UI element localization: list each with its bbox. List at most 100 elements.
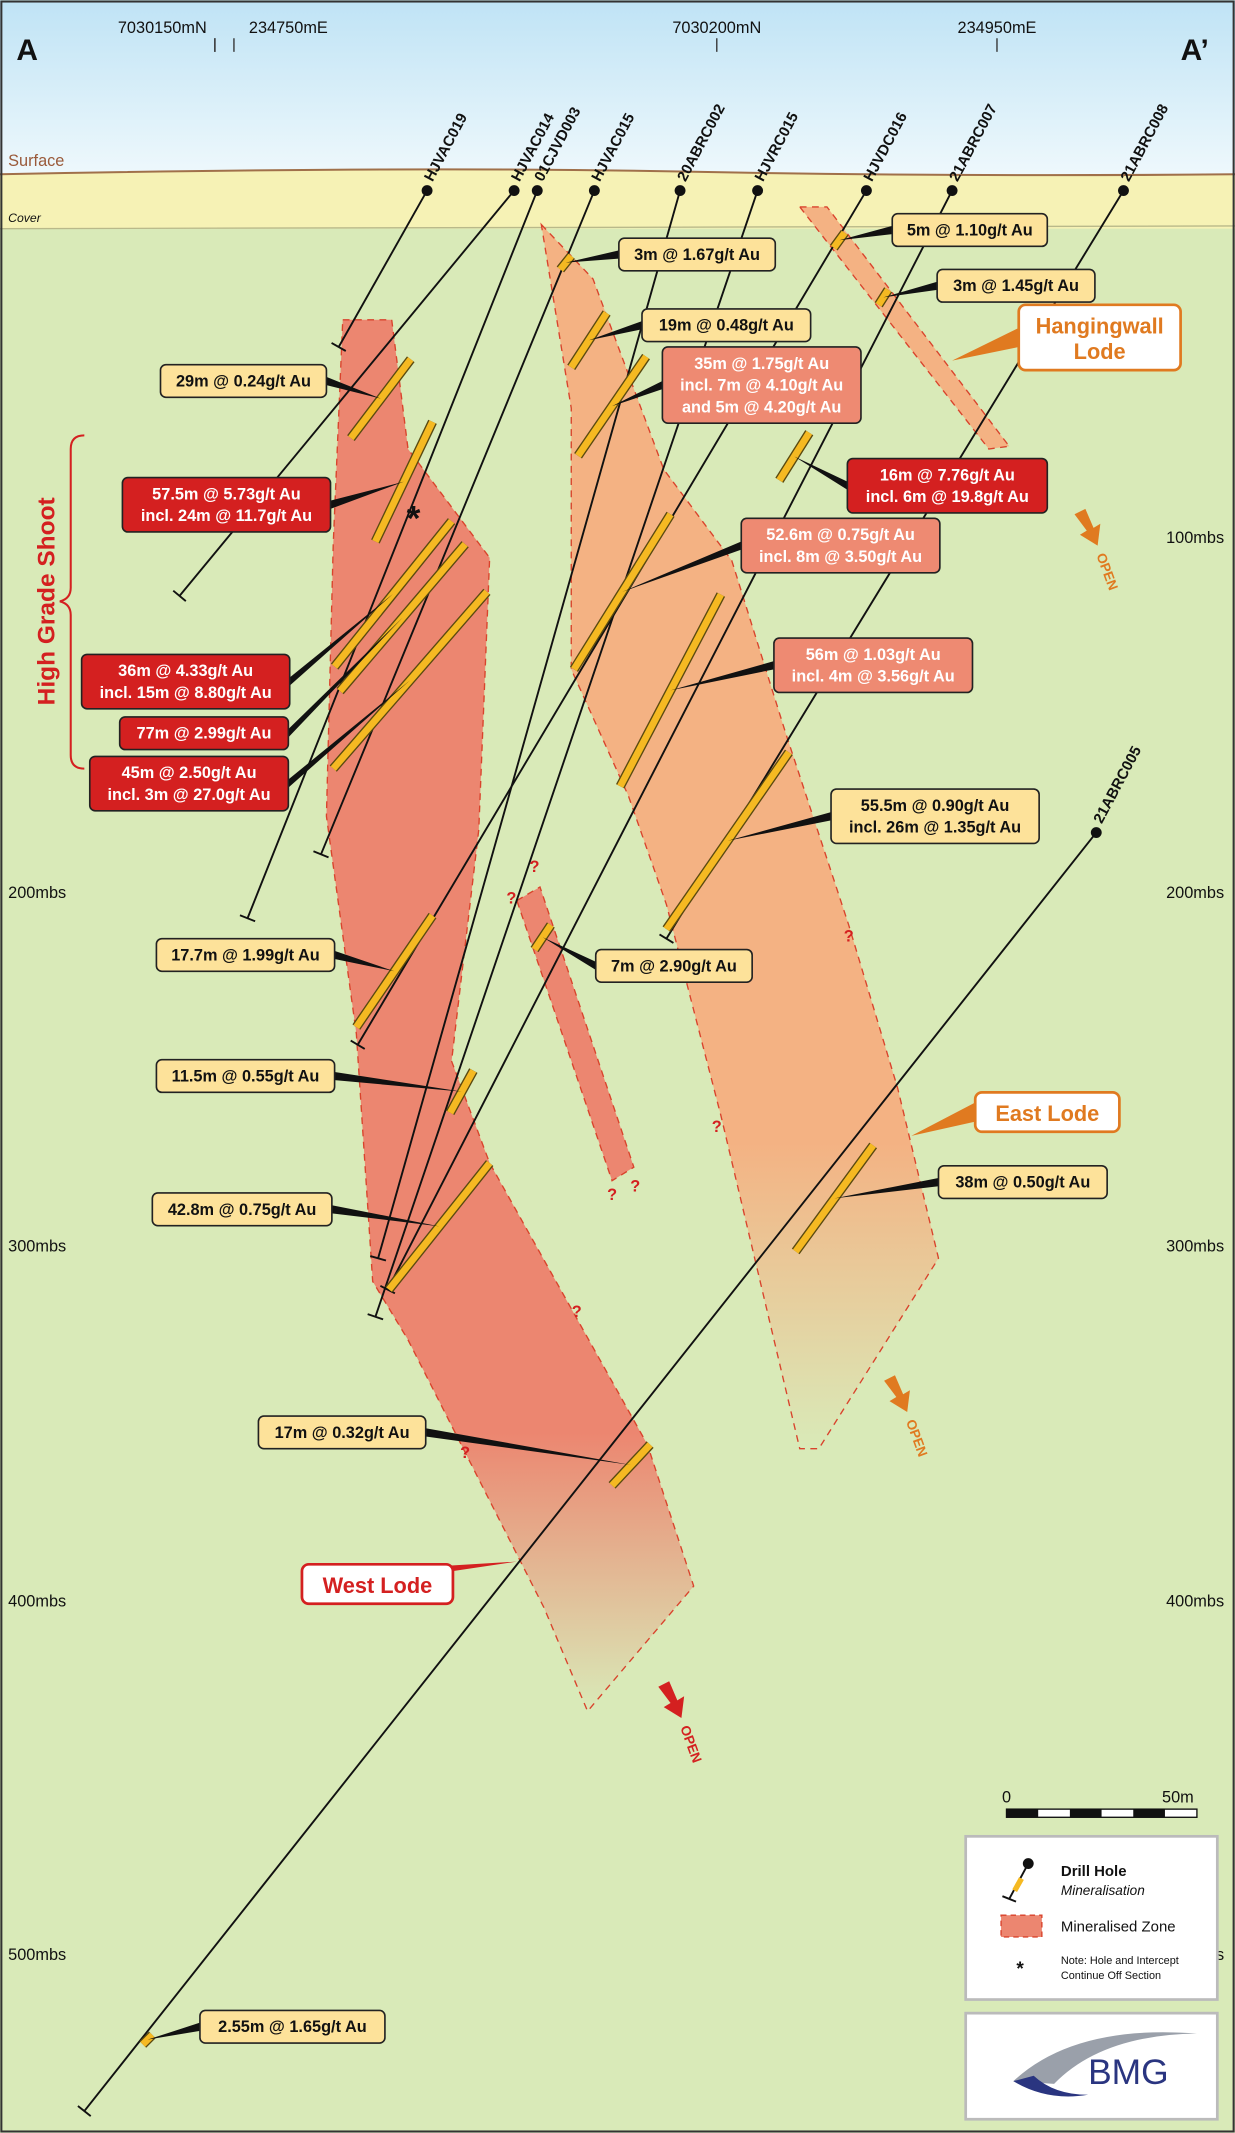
intercept-text: incl. 15m @ 8.80g/t Au <box>100 684 272 702</box>
uncertainty-mark: ? <box>607 1186 617 1204</box>
coordinate-label: 7030200mN <box>672 19 761 37</box>
lode-box <box>973 1090 1121 1134</box>
depth-label: 200mbs <box>1166 884 1224 902</box>
intercept-box <box>88 755 290 812</box>
collar <box>531 185 543 197</box>
hole-end <box>77 2105 92 2117</box>
lode-box <box>1017 303 1182 372</box>
content: A A’ 7030150mN 234750mE 7030200mN 234950mE Sur… <box>8 19 1224 2121</box>
collar <box>588 185 600 197</box>
lode-label: Lode <box>1074 339 1126 364</box>
intercept-box <box>80 653 291 710</box>
off-section-marker: * <box>407 500 421 539</box>
intercept-text: 3m @ 1.67g/t Au <box>634 246 760 264</box>
legend-zone <box>1000 1914 1043 1938</box>
intercept-text: 3m @ 1.45g/t Au <box>953 277 1079 295</box>
shoot-label: High Grade Shoot <box>33 497 60 705</box>
section-label: A’ <box>1181 34 1209 67</box>
surface-label: Surface <box>8 152 64 170</box>
drill-hole <box>83 831 1098 2112</box>
intercept-text: incl. 8m @ 3.50g/t Au <box>759 548 922 566</box>
open-arrow <box>884 1375 910 1412</box>
intercept-text: 45m @ 2.50g/t Au <box>122 764 257 782</box>
logo-box <box>964 2011 1219 2121</box>
intercept-text: 17m @ 0.32g/t Au <box>275 1424 410 1442</box>
intercept-box <box>936 268 1096 303</box>
open-arrow <box>658 1681 685 1719</box>
hole-end <box>313 850 329 859</box>
intercept-text: 17.7m @ 1.99g/t Au <box>171 946 320 964</box>
drill-hole <box>246 190 539 919</box>
lode-label: Hangingwall <box>1036 313 1164 338</box>
scale-segment <box>1069 1809 1102 1818</box>
logo-swoosh <box>1013 2075 1089 2097</box>
uncertainty-mark: ? <box>530 858 540 876</box>
hangingwall-lode-zone <box>798 206 1011 450</box>
intercept-text: 11.5m @ 0.55g/t Au <box>172 1067 320 1085</box>
scale-segment <box>1006 1809 1039 1818</box>
intercept-box <box>159 363 328 399</box>
intercept-text: 16m @ 7.76g/t Au <box>880 466 1015 484</box>
collar <box>752 185 764 197</box>
legend-note: Note: Hole and Intercept <box>1061 1955 1179 1967</box>
lode-box <box>300 1562 455 1606</box>
intercept-text: incl. 4m @ 3.56g/t Au <box>792 668 955 686</box>
intercept-text: 52.6m @ 0.75g/t Au <box>766 526 915 544</box>
intercept-text: 5m @ 1.10g/t Au <box>907 221 1033 239</box>
intercept-box <box>155 937 336 973</box>
legend-note: Continue Off Section <box>1061 1970 1161 1982</box>
hole-end <box>331 342 347 352</box>
intercept-box <box>830 788 1040 845</box>
scale-segment <box>1133 1809 1165 1818</box>
uncertainty-mark: ? <box>460 1444 470 1462</box>
collar <box>674 185 686 197</box>
hole-end <box>172 589 187 602</box>
collar <box>508 185 520 197</box>
uncertainty-mark: ? <box>712 1118 722 1136</box>
intercept-bar <box>575 354 649 458</box>
leader <box>330 481 404 509</box>
open-arrow <box>1074 508 1101 546</box>
leader <box>326 376 381 399</box>
coordinate-label: 234950mE <box>958 19 1037 37</box>
uncertainty-mark: ? <box>630 1178 640 1196</box>
intercept-text: 29m @ 0.24g/t Au <box>176 372 311 390</box>
surface-line <box>0 168 1235 177</box>
depth-label: 500mbs <box>8 1946 66 1964</box>
uncertainty-mark: ? <box>572 1303 582 1321</box>
intercept-text: 38m @ 0.50g/t Au <box>955 1174 1090 1192</box>
hole-end <box>367 1313 384 1321</box>
intercept-text: 55.5m @ 0.90g/t Au <box>861 797 1010 815</box>
intercept-text: 36m @ 4.33g/t Au <box>118 662 253 680</box>
logo-text: BMG <box>1088 2053 1169 2092</box>
legend-label: Mineralised Zone <box>1061 1919 1176 1936</box>
legend-label: Drill Hole <box>1061 1863 1127 1880</box>
intercept-bar <box>792 1143 876 1254</box>
depth-label: 300mbs <box>8 1237 66 1255</box>
intercept-text: incl. 24m @ 11.7g/t Au <box>141 507 312 525</box>
uncertainty-mark: ? <box>506 889 516 907</box>
scale-label: 0 <box>1002 1788 1011 1806</box>
leader <box>727 812 832 841</box>
intercept-text: 35m @ 1.75g/t Au <box>694 355 829 373</box>
leader <box>288 680 411 788</box>
intercept-box <box>641 308 812 343</box>
scale-label: 50m <box>1162 1788 1194 1806</box>
leader <box>334 1071 462 1092</box>
drill-hole <box>377 190 681 1259</box>
intercept-text: and 5m @ 4.20g/t Au <box>682 398 841 416</box>
collar <box>946 185 958 197</box>
drill-hole <box>320 190 596 855</box>
legend-sublabel: Mineralisation <box>1061 1883 1145 1898</box>
minor-lode-zone <box>516 885 635 1182</box>
intercept-bar <box>571 512 674 672</box>
legend-box <box>964 1834 1219 2001</box>
intercept-box <box>891 212 1049 248</box>
cover-layer <box>0 169 1235 229</box>
hole-end <box>370 1255 387 1262</box>
legend-bar <box>1012 1877 1024 1893</box>
intercept-box <box>118 716 290 751</box>
